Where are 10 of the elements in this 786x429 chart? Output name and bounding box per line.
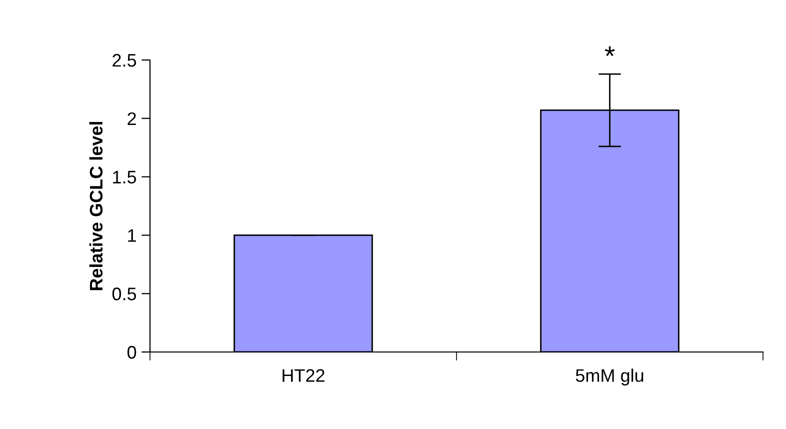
x-tick-label: HT22 xyxy=(282,369,324,382)
y-tick-label: 1.5 xyxy=(113,170,136,184)
y-tick-label: 2.5 xyxy=(112,54,136,67)
y-tick-label: 1 xyxy=(128,229,136,242)
y-axis-title: Relative GCLC level xyxy=(89,122,103,290)
annotation: * xyxy=(604,46,615,56)
y-tick-label: 2 xyxy=(128,112,136,125)
y-tick-label: 0 xyxy=(127,346,136,359)
y-tick-label: 0.5 xyxy=(112,288,136,300)
x-tick-label: 5mM glu xyxy=(576,368,644,386)
